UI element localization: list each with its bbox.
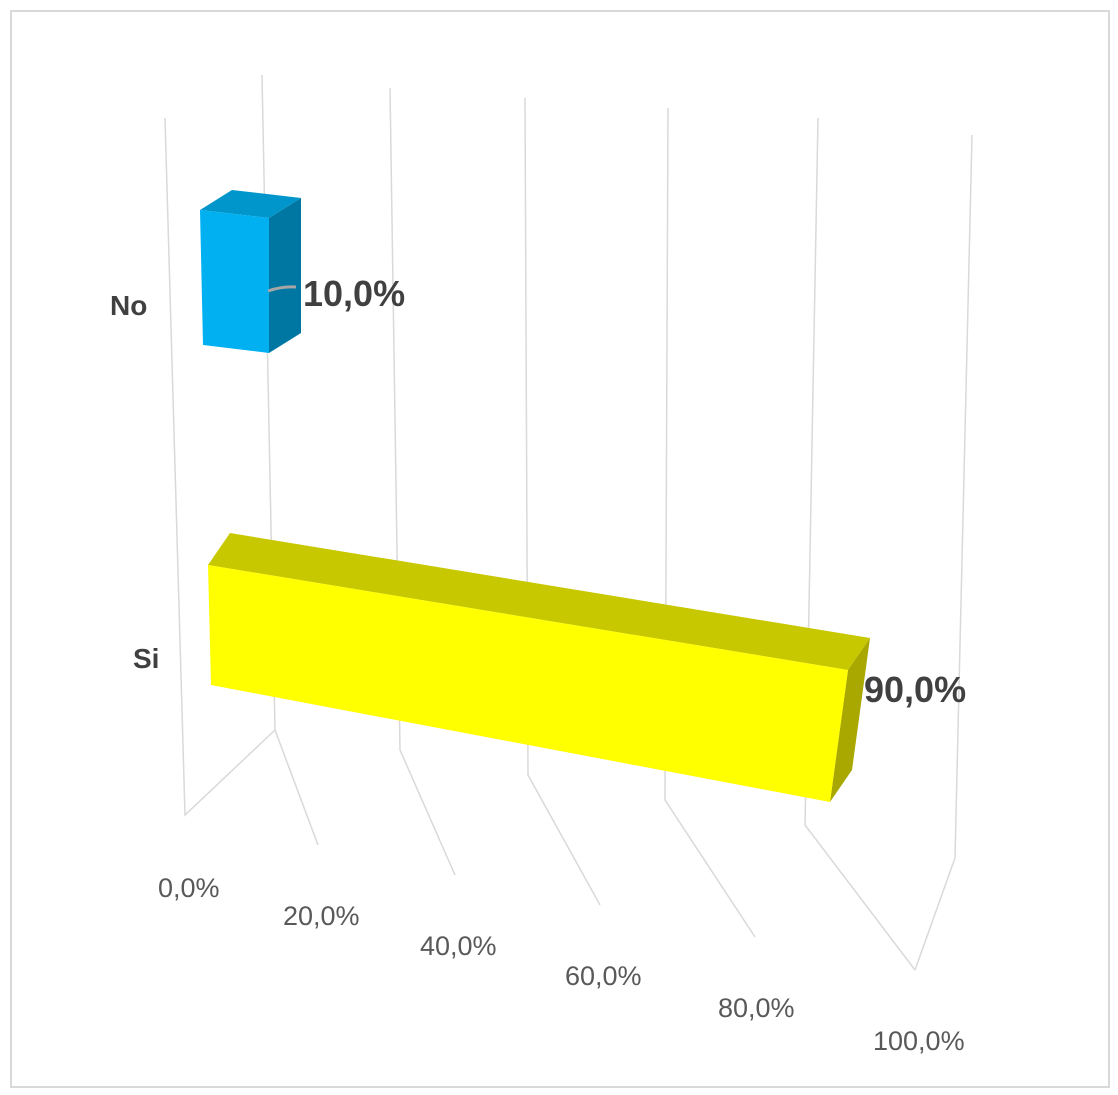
tick-label-0: 0,0%	[158, 873, 220, 903]
category-labels: No Si	[110, 290, 159, 674]
tick-label-100: 100,0%	[873, 1026, 965, 1056]
category-label-si: Si	[133, 643, 159, 674]
bars	[200, 190, 870, 802]
tick-label-60: 60,0%	[565, 961, 642, 991]
bar-no-top	[200, 190, 301, 218]
data-label-si: 90,0%	[864, 669, 966, 710]
gridline-0	[164, 117, 276, 817]
bar-no-side	[269, 198, 301, 353]
leader-line	[267, 285, 297, 293]
category-label-no: No	[110, 290, 147, 321]
tick-label-20: 20,0%	[283, 901, 360, 931]
bar-si-side	[830, 638, 870, 802]
chart-frame	[10, 10, 1110, 1088]
bar-si	[208, 565, 848, 802]
bar-no	[200, 210, 269, 353]
gridline-1	[261, 74, 319, 846]
tick-label-80: 80,0%	[718, 993, 795, 1023]
bar-si-top	[208, 533, 870, 670]
gridline-5	[804, 117, 916, 971]
data-labels: 10,0% 90,0%	[267, 273, 966, 710]
gridline-4	[664, 107, 756, 938]
gridline-6	[914, 134, 973, 971]
gridline-2	[389, 87, 456, 876]
gridline-3	[524, 97, 601, 906]
x-axis-ticks: 0,0% 20,0% 40,0% 60,0% 80,0% 100,0%	[158, 873, 965, 1056]
data-label-no: 10,0%	[303, 273, 405, 314]
tick-label-40: 40,0%	[420, 931, 497, 961]
